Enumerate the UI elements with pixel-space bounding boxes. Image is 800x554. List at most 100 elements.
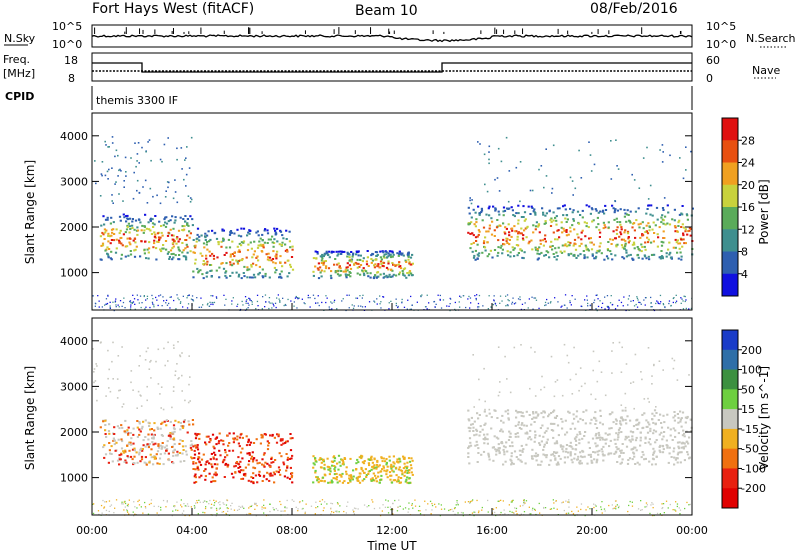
echo-cell [339,274,342,277]
echo-cell [204,236,207,239]
echo-cell [291,472,294,475]
echo-cell [650,241,653,244]
echo-cell [189,250,192,253]
ground-scatter-cell [121,501,123,503]
echo-cell [275,257,278,260]
echo-cell [251,460,255,463]
echo-cell [232,476,235,479]
ground-scatter-cell [263,507,265,509]
sparse-echo-cell [488,408,491,411]
echo-cell [193,453,197,456]
echo-cell [165,424,168,427]
ground-scatter-cell [206,501,208,503]
sparse-echo-cell [125,171,127,173]
echo-cell [125,228,129,231]
ground-scatter-cell [133,298,136,300]
ground-scatter-cell [187,303,190,305]
ground-scatter-cell [317,302,319,304]
echo-cell [678,247,681,250]
echo-cell [577,236,580,239]
ground-scatter-cell [202,304,204,306]
echo-cell [138,433,141,436]
echo-cell [534,246,537,249]
ground-scatter-cell [623,296,625,298]
echo-cell [573,228,576,231]
ground-scatter-cell [297,297,299,299]
sparse-echo-cell [173,347,175,349]
ground-scatter-cell [314,513,316,515]
echo-cell [632,452,636,455]
echo-cell [239,433,242,436]
echo-cell [661,438,664,441]
echo-cell [333,469,336,472]
echo-cell [405,276,408,279]
echo-cell [652,421,655,424]
echo-cell [168,258,171,260]
echo-cell [198,460,201,463]
ground-scatter-cell [241,505,243,507]
ground-scatter-cell [193,505,196,507]
echo-cell [355,253,358,256]
ground-scatter-cell [230,505,232,507]
echo-cell [214,480,217,483]
sparse-echo-cell [146,202,149,204]
echo-cell [156,240,159,243]
echo-cell [105,435,108,438]
echo-cell [638,421,641,424]
ground-scatter-cell [523,501,525,504]
echo-cell [520,232,523,235]
echo-cell [128,441,131,444]
echo-cell [285,250,289,253]
echo-cell [408,261,411,264]
ground-scatter-cell [593,299,596,301]
echo-cell [156,426,159,429]
echo-cell [583,455,586,458]
echo-cell [291,454,294,457]
echo-cell [358,481,362,484]
echo-cell [406,465,409,468]
echo-cell [619,231,622,234]
echo-cell [644,231,647,233]
echo-cell [645,224,648,227]
ground-scatter-cell [194,506,196,508]
ground-scatter-cell [571,295,573,297]
echo-cell [614,208,617,211]
echo-cell [621,409,624,412]
colorbar-tick-label: -100 [741,462,766,475]
ground-scatter-cell [341,300,343,302]
echo-cell [143,461,146,464]
echo-cell [668,452,671,455]
echo-cell [658,433,661,436]
echo-cell [233,465,236,468]
ground-scatter-cell [439,298,441,301]
echo-cell [253,457,256,460]
echo-cell [377,263,380,266]
sparse-echo-cell [134,142,136,144]
echo-cell [652,458,655,461]
colorbar-tick-label: -200 [741,482,766,495]
echo-cell [573,417,576,420]
echo-cell [595,251,598,254]
ground-scatter-cell [392,508,394,511]
echo-cell [330,270,333,273]
echo-cell [391,262,394,264]
echo-cell [171,215,174,218]
ground-scatter-cell [408,508,410,510]
echo-cell [482,242,486,245]
colorbar-tick-label: -15 [741,423,759,436]
ground-scatter-cell [92,295,94,297]
ground-scatter-cell [449,309,451,312]
ground-scatter-cell [215,500,217,502]
echo-cell [597,211,600,214]
ground-scatter-cell [140,306,142,309]
ground-scatter-cell [388,308,390,310]
echo-cell [197,270,200,273]
echo-cell [124,245,127,248]
echo-cell [180,425,183,427]
echo-cell [107,256,110,259]
ground-scatter-cell [181,506,183,508]
echo-cell [208,441,211,444]
y-tick-label: 1000 [60,267,88,280]
ground-scatter-cell [263,504,265,506]
echo-cell [671,218,674,221]
